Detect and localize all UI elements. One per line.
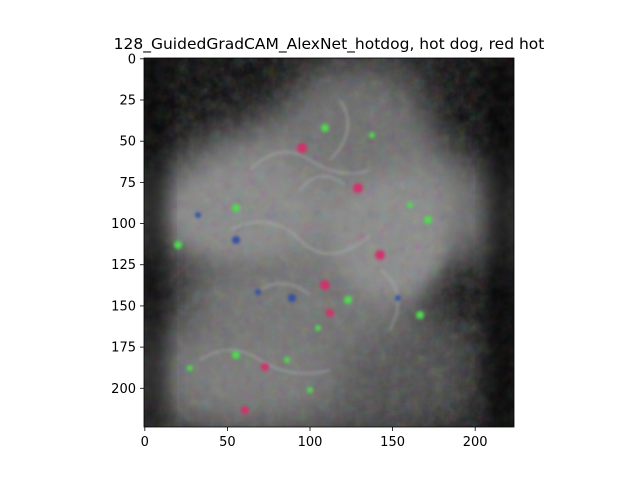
x-tick-label: 50 (219, 435, 236, 450)
y-axis-ticks: 0 25 50 75 100 125 150 175 200 (111, 52, 144, 397)
y-tick-label: 200 (111, 382, 136, 397)
y-tick-label: 150 (111, 299, 136, 314)
x-tick-label: 150 (380, 435, 405, 450)
x-tick-label: 0 (141, 435, 149, 450)
figure-title: 128_GuidedGradCAM_AlexNet_hotdog, hot do… (114, 35, 545, 54)
x-tick-label: 200 (463, 435, 488, 450)
y-tick-label: 25 (119, 94, 136, 109)
y-tick-label: 75 (119, 176, 136, 191)
guided-gradcam-heatmap-image (144, 58, 514, 427)
x-axis-ticks: 0 50 100 150 200 (141, 427, 488, 450)
y-tick-label: 0 (128, 52, 136, 67)
axes-frame (143, 57, 515, 428)
y-tick-label: 50 (119, 135, 136, 150)
x-tick-label: 100 (298, 435, 323, 450)
y-tick-label: 175 (111, 341, 136, 356)
y-tick-label: 100 (111, 217, 136, 232)
y-tick-label: 125 (111, 258, 136, 273)
